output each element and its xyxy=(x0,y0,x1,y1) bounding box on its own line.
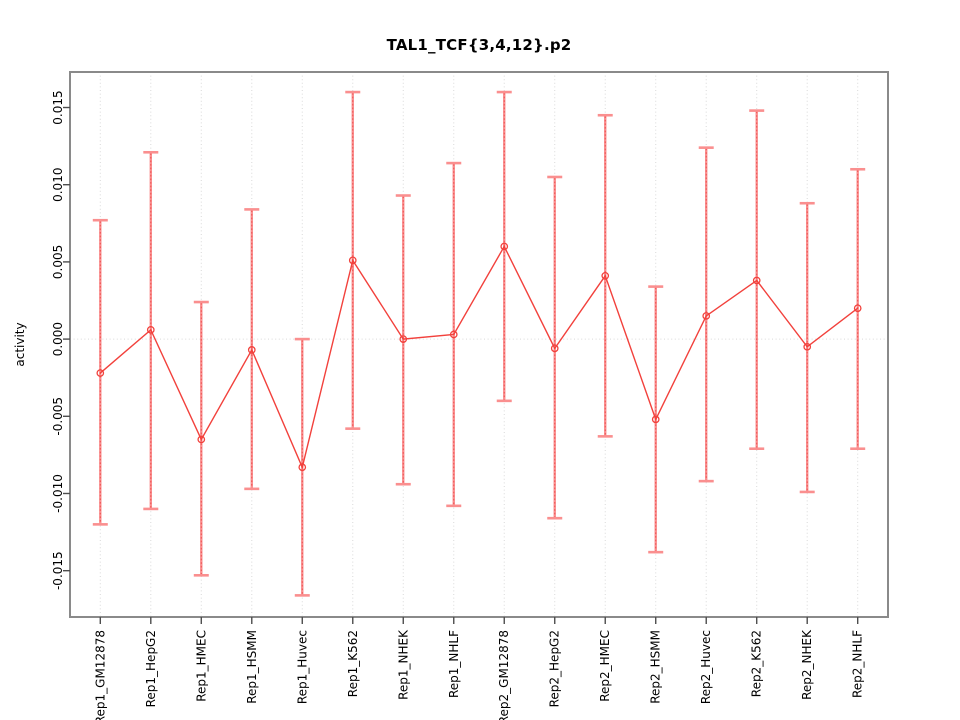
data-point xyxy=(752,276,761,285)
x-tick-label: Rep2_GM12878 xyxy=(497,630,511,720)
x-tick-label: Rep1_NHEK xyxy=(396,629,410,700)
y-tick-label: -0.010 xyxy=(51,474,65,513)
data-point xyxy=(702,312,711,320)
data-point xyxy=(500,242,509,251)
series-line xyxy=(99,244,859,470)
x-tick-label: Rep2_HSMM xyxy=(649,630,663,704)
data-point xyxy=(348,256,357,265)
series-polyline xyxy=(99,244,859,470)
x-tick-label: Rep2_HepG2 xyxy=(548,630,562,707)
data-point xyxy=(651,415,660,424)
data-point xyxy=(550,344,559,353)
plot-frame xyxy=(69,71,889,618)
data-point xyxy=(803,342,812,351)
data-point xyxy=(247,346,256,354)
x-tick-label: Rep2_Huvec xyxy=(699,630,713,704)
y-tick-label: -0.005 xyxy=(51,397,65,436)
x-tick-label: Rep1_K562 xyxy=(346,630,360,697)
x-tick-label: Rep2_K562 xyxy=(750,630,764,697)
x-tick-label: Rep1_HSMM xyxy=(245,630,259,704)
x-tick-label: Rep2_NHLF xyxy=(851,630,865,698)
data-point xyxy=(146,325,155,334)
y-axis-title: activity xyxy=(13,322,27,366)
y-tick-label: 0.010 xyxy=(51,168,65,202)
chart-title: TAL1_TCF{3,4,12}.p2 xyxy=(386,36,572,54)
gridlines xyxy=(70,72,888,617)
x-tick-label: Rep2_HMEC xyxy=(598,630,612,702)
error-bars xyxy=(92,90,866,597)
x-tick-label: Rep1_HMEC xyxy=(194,630,208,702)
x-tick-label: Rep1_GM12878 xyxy=(93,630,107,720)
data-point xyxy=(197,435,206,444)
x-tick-label: Rep1_HepG2 xyxy=(144,630,158,707)
data-point xyxy=(399,335,408,343)
data-point xyxy=(96,369,105,377)
x-tick-label: Rep1_NHLF xyxy=(447,630,461,698)
x-tick-label: Rep2_NHEK xyxy=(800,629,814,700)
x-tick-label: Rep1_Huvec xyxy=(295,630,309,704)
y-tick-label: 0.000 xyxy=(51,322,65,356)
data-point xyxy=(298,463,307,472)
data-point xyxy=(601,271,610,280)
y-tick-label: 0.005 xyxy=(51,245,65,279)
y-axis: -0.015 -0.010 -0.005 0.000 0.005 0.010 0.015 ac… xyxy=(13,90,70,590)
data-point xyxy=(853,304,862,313)
x-axis: Rep1_GM12878 Rep1_HepG2 Rep1_HMEC Rep1_HSMM… xyxy=(93,617,865,720)
y-tick-label: 0.015 xyxy=(51,90,65,124)
data-points xyxy=(96,242,862,472)
data-point xyxy=(449,330,458,339)
y-tick-label: -0.015 xyxy=(51,551,65,590)
